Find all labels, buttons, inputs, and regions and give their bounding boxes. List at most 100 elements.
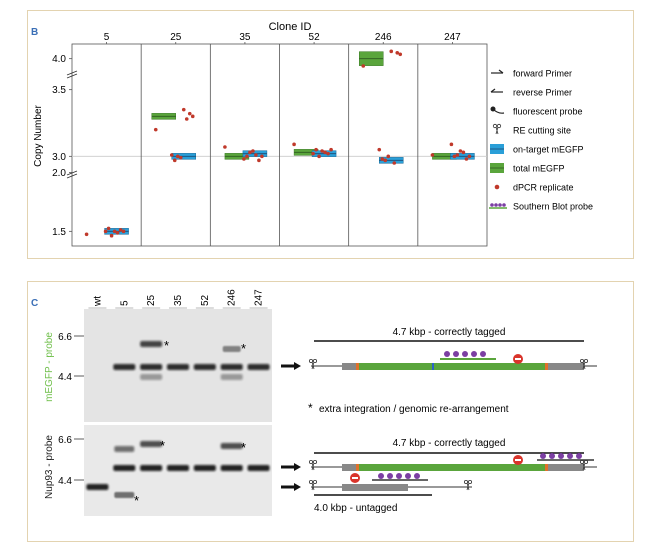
southern-probe-icon	[372, 473, 428, 481]
span-label-untagged: 4.0 kbp - untagged	[314, 503, 397, 514]
dpcr-replicate-point	[392, 161, 397, 165]
dpcr-replicate-point	[377, 147, 382, 152]
blot-band	[114, 446, 135, 452]
blot-band	[140, 341, 163, 347]
blot-band	[140, 465, 163, 471]
lane-label: 52	[200, 294, 211, 306]
arrow-icon	[294, 362, 301, 370]
dpcr-replicate-point	[449, 142, 454, 147]
scissors-icon	[309, 460, 318, 471]
dpcr-replicate-point	[245, 154, 249, 159]
primer-site	[356, 363, 359, 370]
egfp-box	[357, 363, 547, 370]
span-label-tagged: 4.7 kbp - correctly tagged	[393, 327, 506, 338]
dpcr-replicate-point	[467, 154, 472, 159]
x-tick-label: 35	[239, 32, 251, 43]
legend-label: forward Primer	[513, 69, 572, 79]
dpcr-replicate-point	[112, 229, 117, 234]
dpcr-replicate-point	[109, 233, 114, 238]
dpcr-replicate-point	[169, 153, 174, 157]
fluorescent-probe-icon	[490, 106, 505, 114]
scissors-icon	[580, 359, 589, 370]
panel-c: C wt 5 25 35 52 246 247 mEGFP - probe 6.6 4.4 …	[27, 281, 634, 542]
lane-label: 246	[227, 289, 238, 306]
dpcr-replicate-point	[389, 49, 394, 54]
blot-band	[220, 465, 243, 471]
asterisk-mark: *	[241, 341, 246, 356]
panel-c-letter: C	[31, 298, 39, 309]
blot-band	[167, 364, 189, 370]
dpcr-replicate-point	[311, 151, 315, 156]
panel-b-letter: B	[31, 27, 39, 38]
forward-primer-icon	[491, 69, 504, 74]
dpcr-replicate-point	[383, 158, 388, 163]
x-tick-label: 52	[309, 32, 321, 43]
primer-site	[356, 464, 359, 471]
panel-b-chart: Clone ID Copy Number 5 25 35 52 246 247 1.5 2.0…	[33, 21, 593, 247]
dpcr-replicate-point	[254, 153, 258, 157]
green-box-icon	[490, 163, 504, 173]
lane-label: 247	[254, 289, 265, 306]
legend-label: fluorescent probe	[513, 107, 583, 117]
egfp-box	[357, 464, 547, 471]
x-tick-label: 5	[104, 32, 110, 43]
dpcr-replicate-point	[320, 149, 324, 153]
legend-label: reverse Primer	[513, 88, 572, 98]
x-tick-label: 246	[375, 32, 392, 43]
dpcr-replicate-point	[398, 52, 403, 57]
blot-top-tick-6-6: 6.6	[58, 332, 72, 343]
dpcr-replicate-point	[464, 157, 469, 161]
blot-band	[167, 465, 189, 471]
dpcr-replicate-point	[184, 117, 189, 121]
lane-label: wt	[92, 296, 103, 307]
axis-break-mark	[66, 170, 78, 179]
stop-icon	[513, 354, 523, 364]
dpcr-replicate-point	[84, 232, 89, 237]
scissors-icon	[464, 480, 473, 491]
reverse-primer-icon	[490, 88, 503, 93]
dpcr-replicate-point	[242, 157, 246, 161]
span-label-tagged: 4.7 kbp - correctly tagged	[393, 438, 506, 449]
construct-diagram-top: 4.7 kbp - correctly tagged	[281, 327, 597, 370]
asterisk-mark: *	[160, 438, 165, 453]
dpcr-replicate-point	[455, 153, 460, 157]
dpcr-replicate-point	[257, 158, 261, 163]
dpcr-replicate-point	[314, 147, 318, 152]
dpcr-replicate-point	[260, 154, 264, 159]
note-text: extra integration / genomic re-arrangeme…	[319, 404, 509, 415]
dpcr-replicate-point	[181, 107, 186, 112]
blot-top-tick-4-4: 4.4	[58, 372, 72, 383]
dpcr-replicate-point	[380, 157, 385, 161]
blot-band	[247, 465, 270, 471]
dpcr-replicate-point	[361, 64, 366, 68]
dpcr-replicate-point	[106, 226, 111, 231]
y-tick-label: 3.5	[52, 85, 66, 96]
y-tick-label: 1.5	[52, 227, 66, 238]
blot-band	[222, 346, 241, 352]
legend: forward Primer reverse Primer fluorescent …	[489, 69, 593, 212]
lane-label: 25	[146, 294, 157, 306]
dpcr-replicate-point	[115, 231, 120, 235]
dpcr-replicate-point	[326, 151, 330, 156]
blot-band	[86, 484, 109, 490]
dpcr-replicate-point	[223, 145, 227, 149]
note-asterisk: *	[308, 401, 313, 415]
axis-break-mark	[66, 70, 78, 79]
stop-icon	[350, 473, 360, 483]
dpcr-replicate-point	[103, 229, 108, 234]
blot-top-bands	[113, 341, 270, 380]
dpcr-replicate-point	[317, 154, 321, 159]
legend-label: on-target mEGFP	[513, 145, 584, 155]
dpcr-replicate-point	[395, 51, 400, 55]
scissors-icon	[309, 359, 318, 370]
southern-probe-icon	[440, 351, 496, 360]
blot-band	[193, 364, 216, 370]
dpcr-replicate-point	[430, 153, 435, 157]
dpcr-replicate-point	[386, 154, 391, 159]
blot-band	[140, 364, 163, 370]
southern-probe-icon	[489, 203, 507, 209]
scissors-icon	[580, 460, 589, 471]
panel-c-figure: wt 5 25 35 52 246 247 mEGFP - probe 6.6 4.4 * …	[44, 289, 597, 516]
blot-band	[113, 364, 136, 370]
dpcr-replicate-point	[187, 111, 192, 116]
